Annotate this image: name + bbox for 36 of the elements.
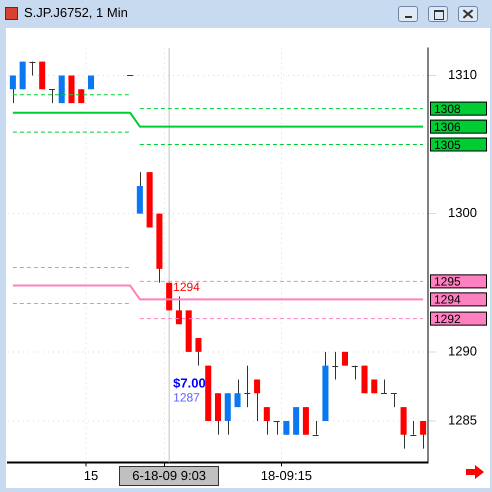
x-tick-label: 15 <box>84 468 98 483</box>
data-label: 1292 <box>434 312 462 326</box>
chart-title: S.JP.J6752, 1 Min <box>24 5 128 20</box>
annotation: 1294 <box>173 280 200 294</box>
candlestick <box>10 74 16 104</box>
x-tick-label: 6-18-09 9:03 <box>132 468 206 483</box>
candlestick <box>48 88 56 104</box>
candlestick <box>264 406 270 436</box>
x-tick-label: 18-09:15 <box>260 468 312 483</box>
candlestick <box>28 61 36 76</box>
candlestick <box>332 351 339 380</box>
data-label: 1306 <box>434 120 462 134</box>
candlestick <box>195 338 202 366</box>
candlestick <box>244 365 251 408</box>
data-label: 1295 <box>434 274 462 289</box>
candlestick <box>176 296 182 325</box>
candlestick <box>351 365 358 380</box>
data-label: 1305 <box>434 138 462 152</box>
candlestick <box>312 420 320 436</box>
candlestick <box>283 420 290 436</box>
candlestick <box>273 420 280 436</box>
y-tick-label: 1285 <box>448 412 477 428</box>
data-label: 1294 <box>434 292 462 307</box>
y-tick-label: 1310 <box>448 67 477 82</box>
candlestick <box>420 420 426 450</box>
y-tick-label: 1290 <box>448 343 477 358</box>
y-tick-label: 1300 <box>448 205 477 220</box>
candlestick <box>234 378 241 408</box>
candlestick <box>380 378 388 394</box>
candlestick <box>371 378 378 394</box>
annotation: 1287 <box>173 390 200 405</box>
candlestick <box>88 74 94 90</box>
candlestick <box>254 378 260 422</box>
candlestick <box>390 392 398 408</box>
data-label: 1308 <box>434 102 462 116</box>
candlestick <box>410 420 417 436</box>
